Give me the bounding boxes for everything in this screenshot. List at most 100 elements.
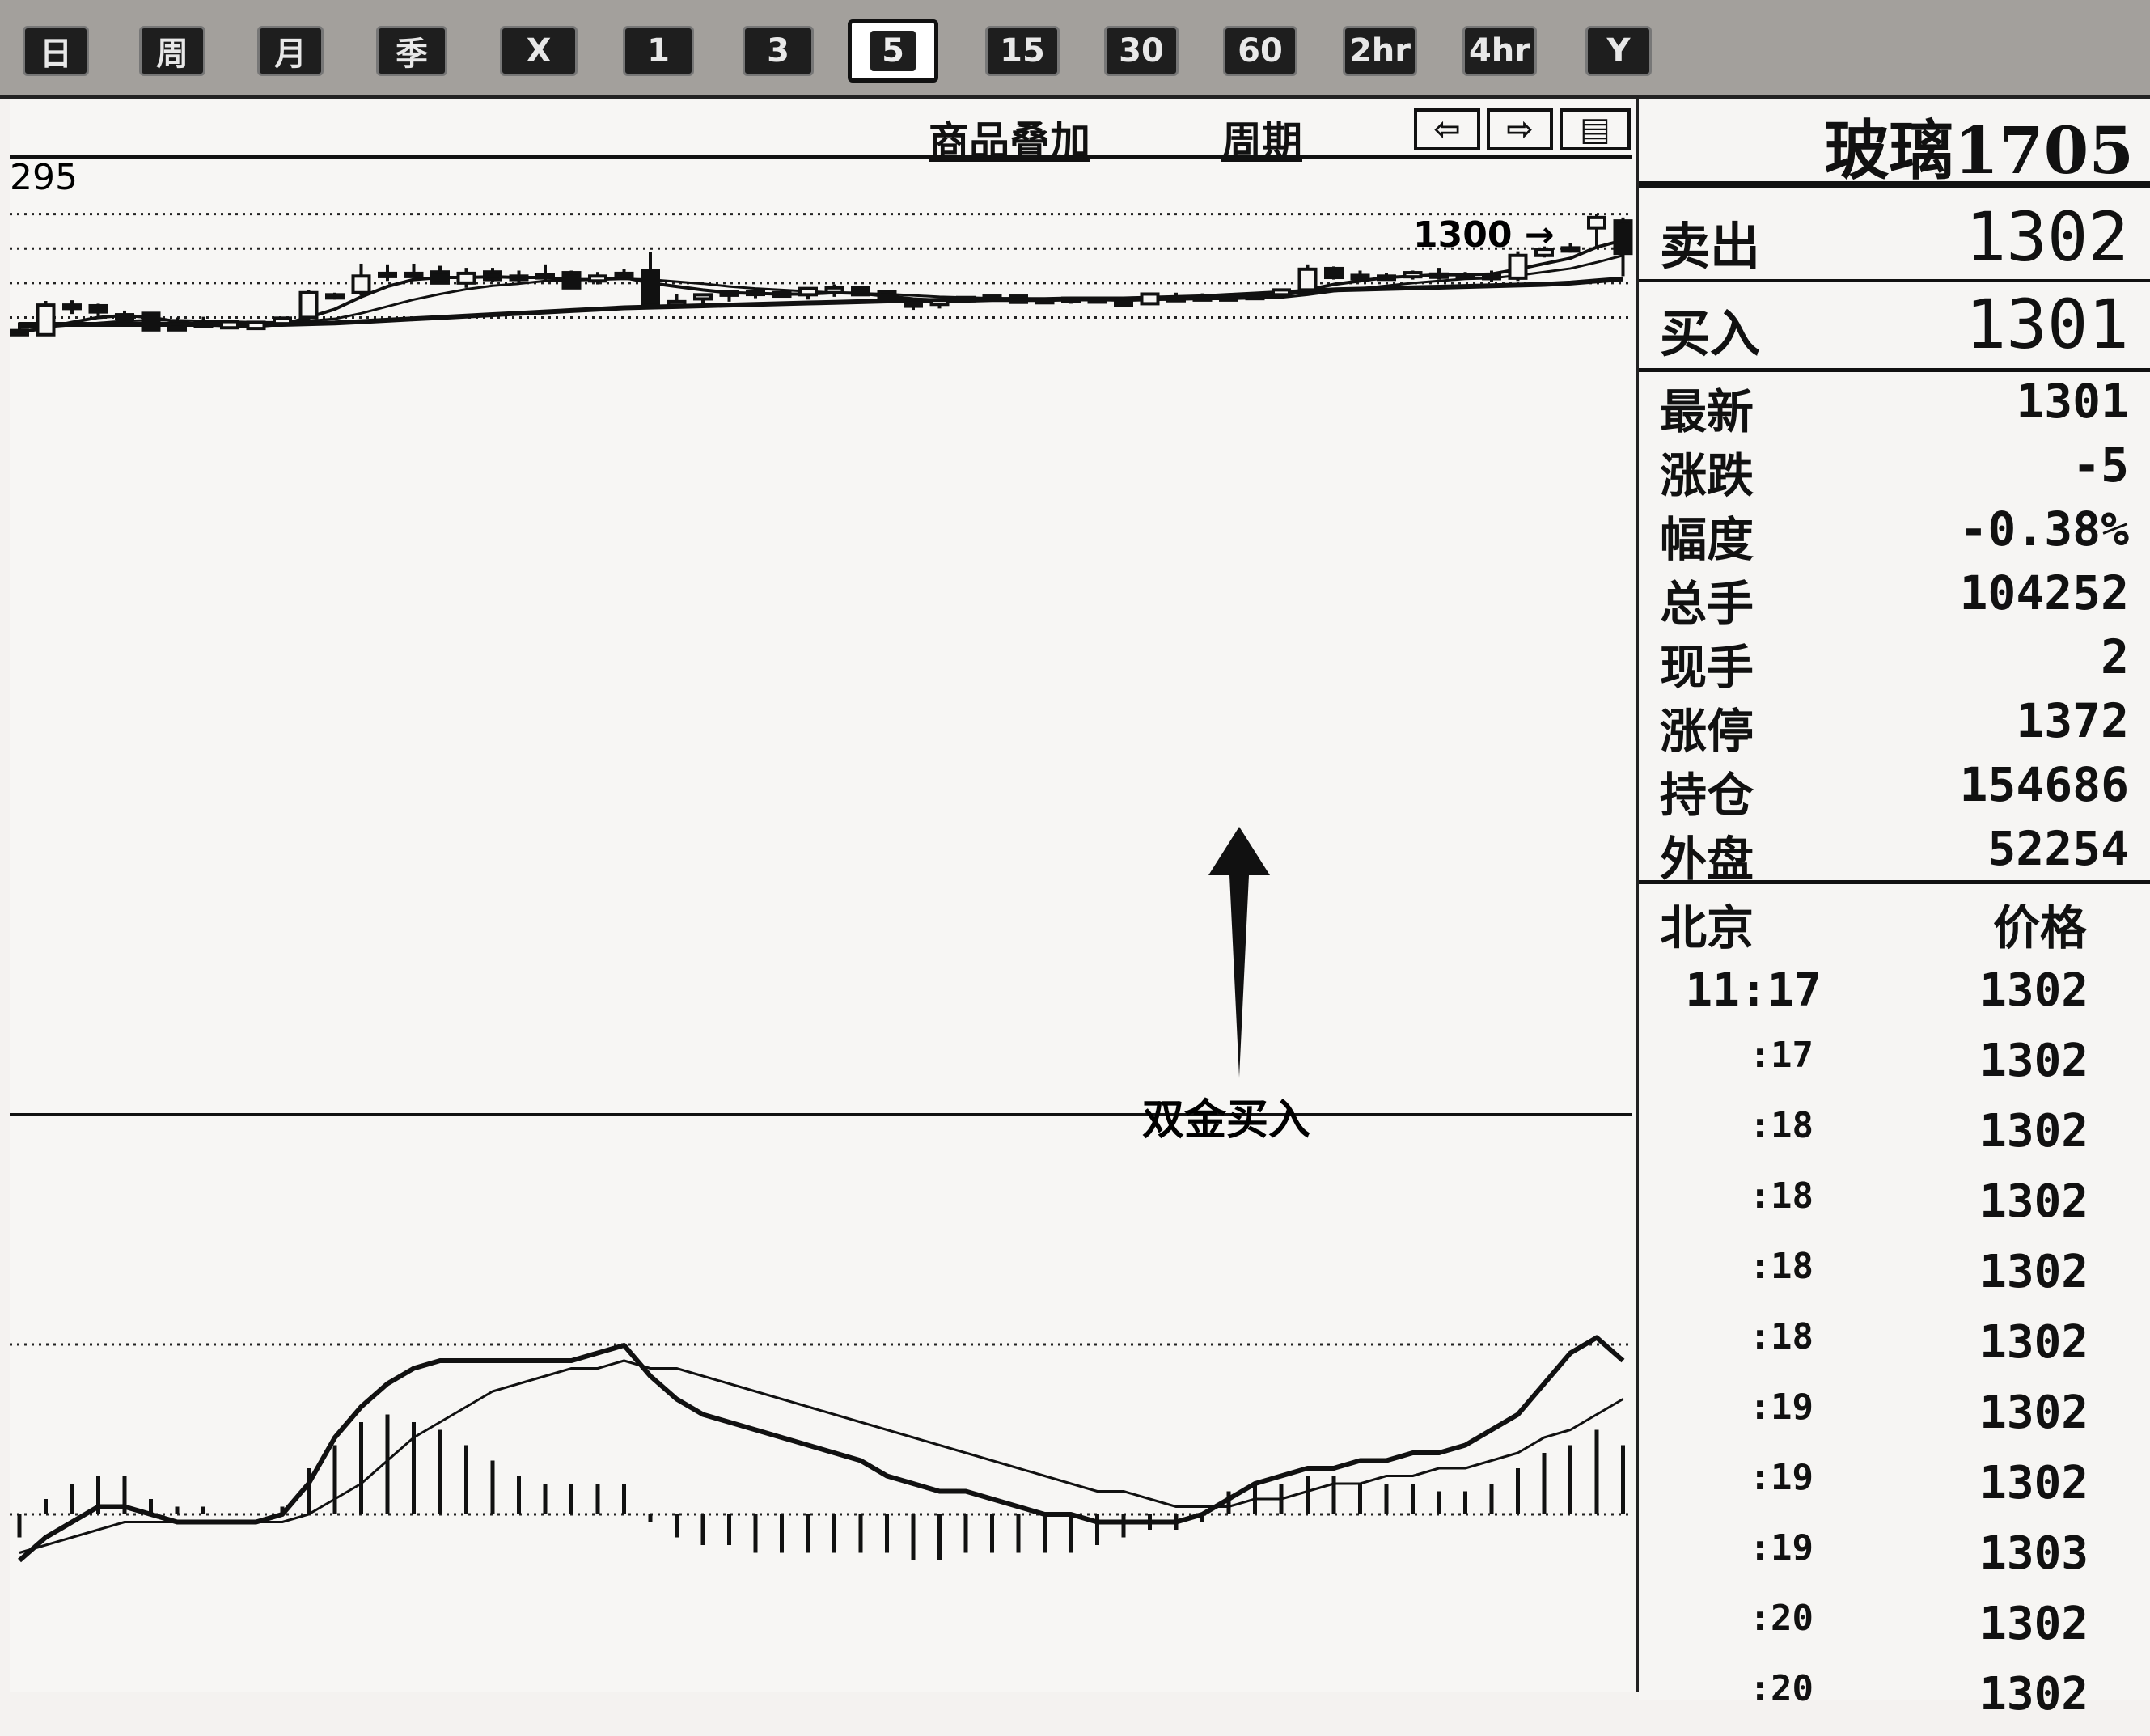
stat-label: 总手 bbox=[1660, 576, 1754, 631]
candle-body bbox=[10, 328, 29, 337]
stat-row: 现手 2 bbox=[1660, 629, 2129, 695]
tick-row: :17 1302 bbox=[1660, 1035, 2129, 1103]
candle-body bbox=[1297, 267, 1318, 292]
period-button-6[interactable]: 1 bbox=[623, 26, 694, 76]
candle-body bbox=[36, 303, 56, 337]
tick-row: :19 1302 bbox=[1660, 1457, 2129, 1525]
candle-body bbox=[62, 303, 82, 311]
period-button-4[interactable]: 季 bbox=[376, 26, 447, 76]
stat-value: -5 bbox=[2072, 438, 2129, 493]
candle-body bbox=[772, 290, 792, 299]
tick-row: :20 1302 bbox=[1660, 1668, 2129, 1736]
candle-body bbox=[509, 274, 529, 282]
tick-price: 1302 bbox=[1979, 1175, 2089, 1228]
candle-body bbox=[667, 299, 687, 307]
candle-body bbox=[1587, 215, 1606, 230]
tick-row: :18 1302 bbox=[1660, 1105, 2129, 1173]
ask-value: 1302 bbox=[1965, 197, 2129, 277]
candle-body bbox=[325, 293, 345, 300]
scroll-right-button[interactable]: ⇨ bbox=[1487, 108, 1553, 150]
period-button-label: 60 bbox=[1238, 32, 1283, 70]
period-button-label: 30 bbox=[1119, 32, 1164, 70]
layout-toggle-button[interactable]: ▤ bbox=[1560, 108, 1631, 150]
tick-price: 1302 bbox=[1979, 1035, 2089, 1087]
candle-body bbox=[1272, 288, 1291, 297]
ticks-header-price: 价格 bbox=[1992, 900, 2087, 955]
candle-body bbox=[141, 311, 161, 332]
overlay-link[interactable]: 商品叠加 bbox=[929, 118, 1090, 165]
stat-row: 外盘 52254 bbox=[1660, 821, 2129, 887]
candle-body bbox=[1035, 298, 1055, 305]
period-button-13[interactable]: 4hr bbox=[1462, 26, 1537, 76]
candle-body bbox=[1560, 246, 1581, 253]
candle-body bbox=[851, 286, 870, 297]
period-button-2[interactable]: 周 bbox=[139, 26, 205, 76]
period-button-5[interactable]: X bbox=[500, 26, 578, 76]
period-button-label: 3 bbox=[767, 32, 789, 70]
candle-body bbox=[193, 321, 214, 328]
candle-body bbox=[1087, 297, 1107, 304]
stat-row: 持仓 154686 bbox=[1660, 757, 2129, 823]
stat-label: 持仓 bbox=[1660, 768, 1754, 823]
ticks-header: 北京 价格 bbox=[1660, 890, 2129, 955]
period-link[interactable]: 周期 bbox=[1221, 118, 1302, 165]
quote-panel bbox=[1639, 99, 2150, 1700]
contract-title: 玻璃1705 bbox=[1824, 112, 2134, 188]
tick-row: :18 1302 bbox=[1660, 1316, 2129, 1384]
stat-label: 涨跌 bbox=[1660, 448, 1754, 503]
buy-signal-arrow bbox=[1208, 827, 1270, 1078]
period-button-label: 月 bbox=[274, 36, 307, 73]
top-price-label: 295 bbox=[10, 157, 78, 198]
period-button-10[interactable]: 30 bbox=[1104, 26, 1179, 76]
candle-body bbox=[693, 293, 713, 301]
candle-body bbox=[1245, 294, 1265, 301]
tick-price: 1302 bbox=[1979, 1387, 2089, 1439]
stat-row: 涨停 1372 bbox=[1660, 693, 2129, 759]
bid-label: 买入 bbox=[1660, 304, 1761, 363]
candle-body bbox=[1403, 271, 1423, 279]
tick-price: 1302 bbox=[1979, 1316, 2089, 1369]
candle-body bbox=[483, 270, 502, 282]
period-button-14[interactable]: Y bbox=[1585, 26, 1652, 76]
period-button-label: X bbox=[526, 32, 552, 70]
stat-label: 外盘 bbox=[1660, 832, 1754, 887]
tick-price: 1302 bbox=[1979, 1598, 2089, 1650]
candle-body bbox=[824, 286, 844, 294]
candle-body bbox=[641, 269, 660, 307]
period-button-11[interactable]: 60 bbox=[1223, 26, 1297, 76]
high-price-marker: 1300 → bbox=[1413, 214, 1555, 256]
scroll-left-button[interactable]: ⇦ bbox=[1414, 108, 1480, 150]
candle-body bbox=[561, 271, 582, 290]
ticks-divider bbox=[1639, 880, 2150, 884]
candle-body bbox=[1140, 292, 1160, 306]
tick-row: :18 1302 bbox=[1660, 1246, 2129, 1314]
tick-row: :18 1302 bbox=[1660, 1175, 2129, 1243]
candle-body bbox=[877, 290, 897, 303]
candle-body bbox=[1114, 300, 1133, 307]
dea-line bbox=[19, 1359, 1624, 1554]
candle-body bbox=[719, 290, 739, 297]
period-button-3[interactable]: 月 bbox=[257, 26, 324, 76]
candle-body bbox=[746, 290, 765, 297]
candle-body bbox=[378, 271, 397, 278]
period-button-12[interactable]: 2hr bbox=[1343, 26, 1417, 76]
candle-body bbox=[1219, 294, 1238, 302]
tick-price: 1302 bbox=[1979, 964, 2089, 1017]
candle-body bbox=[1377, 274, 1396, 282]
period-button-1[interactable]: 日 bbox=[23, 26, 89, 76]
ask-row: 卖出 1302 bbox=[1660, 197, 2129, 286]
period-button-label: 4hr bbox=[1468, 32, 1531, 70]
tick-time: :17 bbox=[1749, 1035, 1814, 1076]
kline-chart: 295 1300 → 双金买入 bbox=[10, 155, 1633, 1563]
stat-label: 幅度 bbox=[1660, 512, 1754, 567]
buy-signal-label: 双金买入 bbox=[1142, 1096, 1310, 1145]
period-button-8[interactable]: 5 bbox=[848, 19, 938, 83]
period-button-7[interactable]: 3 bbox=[743, 26, 814, 76]
tick-row: 11:17 1302 bbox=[1660, 964, 2129, 1032]
period-toolbar: 日 周 月 季 X 1 3 5 15 30 60 2hr 4hr Y bbox=[0, 0, 2150, 99]
tick-price: 1302 bbox=[1979, 1105, 2089, 1158]
period-button-9[interactable]: 15 bbox=[985, 26, 1060, 76]
stat-label: 最新 bbox=[1660, 384, 1754, 439]
candle-body bbox=[298, 290, 319, 320]
candle-body bbox=[588, 274, 607, 283]
